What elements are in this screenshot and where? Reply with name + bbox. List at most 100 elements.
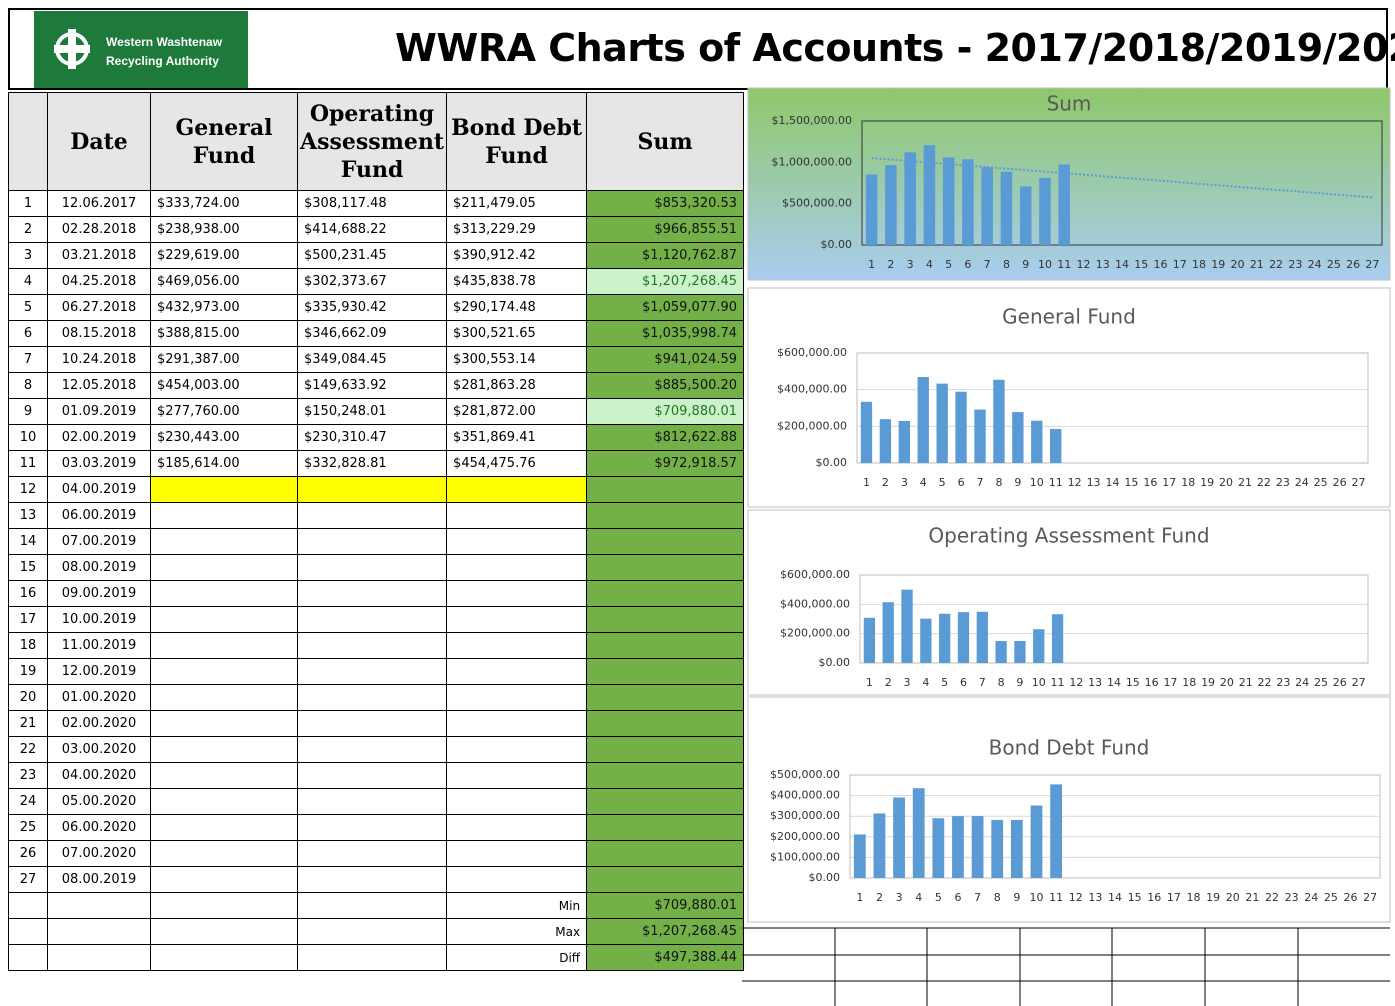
x-tick-label: 8 <box>998 676 1005 689</box>
x-tick-label: 8 <box>1003 258 1010 271</box>
y-tick-label: $0.00 <box>816 456 848 469</box>
y-tick-label: $200,000.00 <box>770 830 840 843</box>
cell: 03.03.2019 <box>47 450 151 477</box>
cell: 8 <box>8 372 48 399</box>
table-row: 24 05.00.2020 <box>8 788 745 815</box>
bar <box>1030 805 1043 878</box>
x-tick-label: 23 <box>1276 476 1290 489</box>
cell: $454,475.76 <box>446 450 588 477</box>
bar <box>879 419 892 463</box>
cell: $853,320.53 <box>586 190 745 217</box>
bar <box>1033 629 1045 663</box>
x-tick-label: 4 <box>926 258 933 271</box>
x-tick-label: 2 <box>887 258 894 271</box>
summary-grid <box>742 927 1390 1006</box>
cell: 23 <box>8 762 48 789</box>
summary-value: $1,207,268.45 <box>586 918 745 945</box>
x-tick-label: 15 <box>1126 676 1140 689</box>
cell: $230,310.47 <box>296 424 448 451</box>
table-row: 20 01.00.2020 <box>8 684 745 711</box>
chart-title: General Fund <box>1002 305 1136 329</box>
logo-icon <box>54 29 90 69</box>
cell <box>586 710 745 737</box>
summary-row: Max $1,207,268.45 <box>8 918 745 945</box>
cell <box>150 476 298 503</box>
bar <box>853 834 866 878</box>
x-tick-label: 20 <box>1231 258 1245 271</box>
x-tick-label: 7 <box>984 258 991 271</box>
x-tick-label: 5 <box>945 258 952 271</box>
bar <box>882 602 894 663</box>
cell <box>150 684 298 711</box>
x-tick-label: 3 <box>907 258 914 271</box>
cell: $281,863.28 <box>446 372 588 399</box>
x-tick-label: 18 <box>1192 258 1206 271</box>
cell <box>150 528 298 555</box>
summary-row: Min $709,880.01 <box>8 892 745 919</box>
cell: $435,838.78 <box>446 268 588 295</box>
column-header: Date <box>47 92 151 191</box>
cell <box>296 866 448 893</box>
y-tick-label: $500,000.00 <box>782 197 852 210</box>
chart-title: Operating Assessment Fund <box>928 524 1209 548</box>
x-tick-label: 12 <box>1069 676 1083 689</box>
table-row: 2 02.28.2018 $238,938.00 $414,688.22 $313,22… <box>8 216 745 243</box>
x-tick-label: 18 <box>1187 891 1201 904</box>
cell <box>296 944 448 971</box>
x-tick-label: 6 <box>958 476 965 489</box>
cell <box>8 892 48 919</box>
bar <box>893 797 905 878</box>
chart-background <box>747 509 1391 696</box>
x-tick-label: 24 <box>1308 258 1322 271</box>
cell: $313,229.29 <box>446 216 588 243</box>
x-tick-label: 3 <box>904 676 911 689</box>
cell: $390,912.42 <box>446 242 588 269</box>
bar <box>955 391 967 463</box>
x-tick-label: 4 <box>922 676 929 689</box>
column-header: Operating Assessment Fund <box>296 92 448 191</box>
x-tick-label: 19 <box>1200 476 1214 489</box>
header: Western Washtenaw Recycling Authority WW… <box>8 8 1395 90</box>
cell <box>446 684 588 711</box>
table-row: 12 04.00.2019 <box>8 476 745 503</box>
table-row: 3 03.21.2018 $229,619.00 $500,231.45 $390,91… <box>8 242 745 269</box>
cell: $308,117.48 <box>296 190 448 217</box>
x-tick-label: 13 <box>1088 891 1102 904</box>
x-tick-label: 7 <box>979 676 986 689</box>
cell: $388,815.00 <box>150 320 298 347</box>
table-row: 22 03.00.2020 <box>8 736 745 763</box>
bar <box>939 613 951 663</box>
accounts-table: Date General Fund Operating Assessment Fun… <box>8 92 745 971</box>
y-tick-label: $0.00 <box>809 871 841 884</box>
cell <box>586 788 745 815</box>
cell: 05.00.2020 <box>47 788 151 815</box>
bar <box>981 167 993 245</box>
x-tick-label: 27 <box>1365 258 1379 271</box>
x-tick-label: 21 <box>1239 676 1253 689</box>
x-tick-label: 5 <box>941 676 948 689</box>
x-tick-label: 2 <box>882 476 889 489</box>
cell <box>296 762 448 789</box>
x-tick-label: 10 <box>1030 476 1044 489</box>
x-tick-label: 13 <box>1088 676 1102 689</box>
cell <box>586 632 745 659</box>
cell: $1,207,268.45 <box>586 268 745 295</box>
bar <box>936 383 948 463</box>
x-tick-label: 16 <box>1154 258 1168 271</box>
y-tick-label: $600,000.00 <box>780 568 850 581</box>
x-tick-label: 26 <box>1333 476 1347 489</box>
logo: Western Washtenaw Recycling Authority <box>34 11 248 88</box>
cell: 13 <box>8 502 48 529</box>
bar <box>974 409 986 463</box>
cell: 5 <box>8 294 48 321</box>
y-tick-label: $400,000.00 <box>770 789 840 802</box>
x-tick-label: 13 <box>1096 258 1110 271</box>
cell: 02.00.2020 <box>47 710 151 737</box>
bar <box>865 174 878 245</box>
plot-frame <box>849 774 1381 879</box>
x-tick-label: 21 <box>1238 476 1252 489</box>
bar <box>912 788 925 878</box>
cell: 10.00.2019 <box>47 606 151 633</box>
cell: 04.25.2018 <box>47 268 151 295</box>
bar <box>1000 171 1013 245</box>
